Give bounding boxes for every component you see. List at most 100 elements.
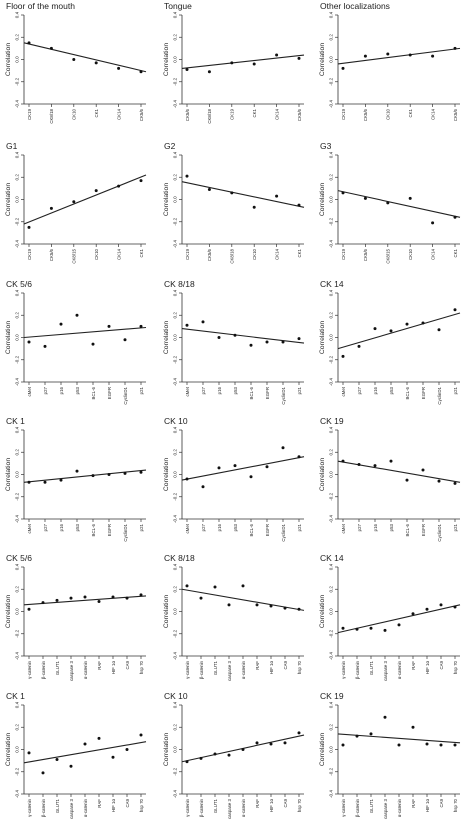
x-tick-label: p21 xyxy=(453,386,458,394)
data-point xyxy=(185,68,189,72)
x-tick-label: p53 xyxy=(389,523,394,531)
data-point xyxy=(117,66,121,70)
chart-title: CK 5/6 xyxy=(6,279,32,289)
y-tick-label: -0.2 xyxy=(15,767,20,775)
y-tick-label: -0.4 xyxy=(329,790,334,798)
data-point xyxy=(363,54,367,58)
y-tick-label: 0.0 xyxy=(173,471,178,478)
chart-panel: CK 1 -0.4 -0.2 0.0 0.2 0.4 Correlation γ-cateni… xyxy=(5,691,147,819)
data-point xyxy=(49,46,53,50)
data-point xyxy=(341,354,345,358)
y-axis-label: Correlation xyxy=(5,321,12,354)
data-point xyxy=(139,179,143,183)
x-tick-label: CK8/18 xyxy=(49,108,54,123)
x-tick-label: p53 xyxy=(75,386,80,394)
data-point xyxy=(139,324,143,328)
y-tick-label: -0.4 xyxy=(173,378,178,386)
x-tick-label: EGFR xyxy=(107,387,112,399)
y-tick-label: 0.0 xyxy=(15,608,20,615)
data-point xyxy=(69,764,73,768)
x-tick-label: CyclinD1 xyxy=(123,523,128,541)
x-tick-label: RAF xyxy=(97,799,102,808)
x-tick-label: CK10 xyxy=(386,108,391,120)
x-tick-label: CK10 xyxy=(252,248,257,260)
x-tick-label: CA9 xyxy=(283,660,288,669)
y-tick-label: 0.4 xyxy=(329,11,334,18)
x-tick-label: β-catenin xyxy=(41,798,46,817)
y-tick-label: -0.2 xyxy=(173,629,178,637)
y-tick-label: 0.0 xyxy=(173,56,178,63)
trend-line xyxy=(23,174,147,225)
trend-line xyxy=(23,42,147,73)
y-tick-label: 0.4 xyxy=(173,289,178,296)
x-tick-label: α-catenin xyxy=(397,660,402,679)
y-tick-label: -0.4 xyxy=(173,652,178,660)
x-tick-label: CK5/6 xyxy=(363,108,368,121)
x-tick-label: p27 xyxy=(357,386,362,394)
data-point xyxy=(283,606,287,610)
chart-title: Other localizations xyxy=(320,1,390,11)
y-tick-label: 0.4 xyxy=(173,701,178,708)
data-point xyxy=(341,66,345,70)
x-tick-label: cMet xyxy=(341,386,346,396)
x-tick-label: CK19 xyxy=(230,108,235,120)
x-tick-label: BCL-6 xyxy=(249,386,254,399)
x-tick-label: CK14 xyxy=(274,248,279,260)
data-point xyxy=(275,194,279,198)
chart-panel: CK 14 -0.4 -0.2 0.0 0.2 0.4 Correlation cMet p27… xyxy=(319,279,461,405)
x-tick-label: CK14 xyxy=(430,108,435,120)
chart-title: G2 xyxy=(164,141,176,151)
trend-line xyxy=(337,460,461,483)
trend-line xyxy=(23,469,147,483)
chart-panel: CK 8/18 -0.4 -0.2 0.0 0.2 0.4 Correlation cMet p… xyxy=(163,279,305,405)
x-tick-label: CK10 xyxy=(94,248,99,260)
data-point xyxy=(217,336,221,339)
y-tick-label: -0.2 xyxy=(173,217,178,225)
y-tick-label: -0.2 xyxy=(15,77,20,85)
data-point xyxy=(341,459,345,463)
data-point xyxy=(41,601,45,605)
chart-panel: G3 -0.4 -0.2 0.0 0.2 0.4 Correlation CK19 CK5/6 C… xyxy=(319,141,461,264)
trend-line xyxy=(181,54,305,69)
data-point xyxy=(255,741,259,745)
data-point xyxy=(389,459,393,463)
y-tick-label: -0.4 xyxy=(15,515,20,523)
data-point xyxy=(233,464,237,468)
x-tick-label: BCL-6 xyxy=(405,523,410,536)
data-point xyxy=(357,344,361,348)
chart-title: Tongue xyxy=(164,1,192,11)
data-point xyxy=(75,313,79,317)
data-point xyxy=(27,607,31,611)
x-tick-label: caspase 3 xyxy=(383,798,388,819)
x-tick-label: GLUT1 xyxy=(55,798,60,813)
data-point xyxy=(185,584,189,588)
y-axis-label: Correlation xyxy=(5,458,12,491)
x-tick-label: p27 xyxy=(43,386,48,394)
x-tick-label: γ-catenin xyxy=(341,798,346,816)
x-tick-label: GLUT1 xyxy=(369,798,374,813)
chart-panel: CK 5/6 -0.4 -0.2 0.0 0.2 0.4 Correlation cMet p2… xyxy=(5,279,147,405)
chart-panel: CK 8/18 -0.4 -0.2 0.0 0.2 0.4 Correlation γ-cat… xyxy=(163,553,305,681)
y-tick-label: -0.2 xyxy=(15,217,20,225)
data-point xyxy=(252,62,256,66)
data-point xyxy=(281,340,285,344)
x-tick-label: γ-catenin xyxy=(185,798,190,816)
y-tick-label: -0.4 xyxy=(173,240,178,248)
data-point xyxy=(341,743,345,747)
y-tick-label: -0.2 xyxy=(329,629,334,637)
data-point xyxy=(83,742,87,746)
x-tick-label: β-catenin xyxy=(41,660,46,679)
x-tick-label: CK1 xyxy=(297,248,302,257)
x-tick-label: p16 xyxy=(217,523,222,531)
data-point xyxy=(139,470,143,474)
y-tick-label: 0.2 xyxy=(329,586,334,593)
x-tick-label: caspase 3 xyxy=(227,660,232,681)
chart-title: CK 1 xyxy=(6,691,25,701)
chart-panel: CK 10 -0.4 -0.2 0.0 0.2 0.4 Correlation γ-caten… xyxy=(163,691,305,819)
x-tick-label: hsp 70 xyxy=(139,660,144,674)
y-tick-label: -0.2 xyxy=(173,767,178,775)
y-axis-label: Correlation xyxy=(163,43,170,76)
x-tick-label: HIF 1α xyxy=(269,661,274,675)
x-tick-label: CK19 xyxy=(341,108,346,120)
data-point xyxy=(230,61,234,65)
